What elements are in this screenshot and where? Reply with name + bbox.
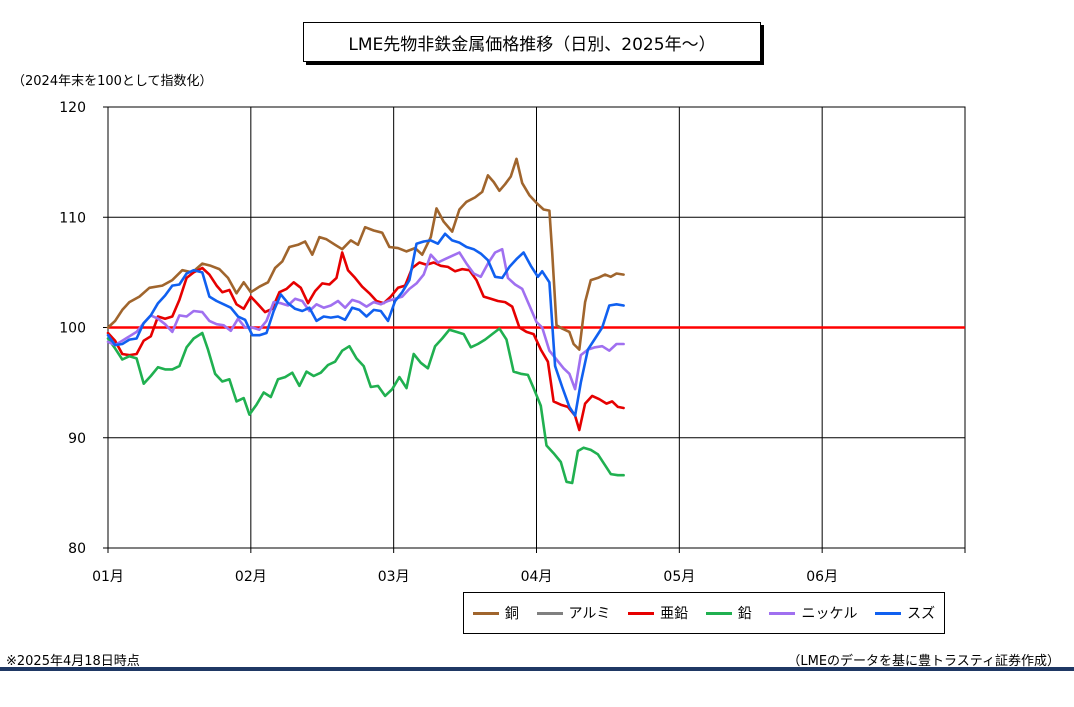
as-of-date-note: ※2025年4月18日時点 — [6, 654, 140, 669]
legend-swatch — [536, 611, 563, 615]
y-axis-unit-note: （2024年末を100として指数化） — [12, 74, 213, 89]
x-tick-label: 04月 — [521, 569, 553, 585]
x-tick-label: 02月 — [235, 569, 267, 585]
bottom-divider — [0, 667, 1074, 671]
legend-swatch — [705, 611, 732, 615]
series-line-銅 — [106, 157, 625, 351]
legend-label: 亜鉛 — [660, 606, 689, 622]
legend-swatch — [472, 611, 499, 615]
y-tick-label: 80 — [68, 541, 86, 557]
legend: 銅 アルミ 亜鉛 鉛 ニッケル スズ — [463, 592, 945, 634]
series-line-ニッケル — [106, 247, 625, 391]
series-line-スズ — [106, 232, 625, 417]
legend-label: 銅 — [504, 606, 519, 622]
x-tick-label: 06月 — [806, 569, 838, 585]
series-line-鉛 — [106, 327, 625, 485]
x-tick-label: 03月 — [378, 569, 410, 585]
y-tick-label: 110 — [59, 210, 86, 226]
y-tick-label: 100 — [59, 321, 86, 337]
legend-label: ニッケル — [801, 606, 858, 622]
legend-item: 亜鉛 — [628, 603, 688, 623]
x-tick-label: 05月 — [663, 569, 695, 585]
line-chart: 80 90 100 110 120 01月 02月 03月 04月 05月 06月 — [59, 100, 966, 585]
x-tick-label: 01月 — [92, 569, 124, 585]
legend-item: スズ — [875, 603, 935, 623]
legend-label: 鉛 — [737, 606, 752, 622]
chart-title: LME先物非鉄金属価格推移（日別、2025年～） — [303, 22, 761, 62]
legend-item: 鉛 — [705, 603, 752, 623]
series-lines — [106, 157, 965, 485]
data-source-note: （LMEのデータを基に豊トラスティ証券作成） — [787, 654, 1060, 669]
legend-swatch — [628, 611, 655, 615]
legend-item: アルミ — [536, 603, 611, 623]
y-tick-label: 120 — [59, 100, 86, 116]
legend-label: アルミ — [568, 606, 611, 622]
legend-item: ニッケル — [769, 603, 857, 623]
legend-item: 銅 — [472, 603, 519, 623]
legend-swatch — [769, 611, 796, 615]
legend-swatch — [875, 611, 902, 615]
axis-labels: 80 90 100 110 120 01月 02月 03月 04月 05月 06月 — [59, 100, 838, 585]
legend-label: スズ — [907, 606, 936, 622]
y-tick-label: 90 — [68, 431, 86, 447]
